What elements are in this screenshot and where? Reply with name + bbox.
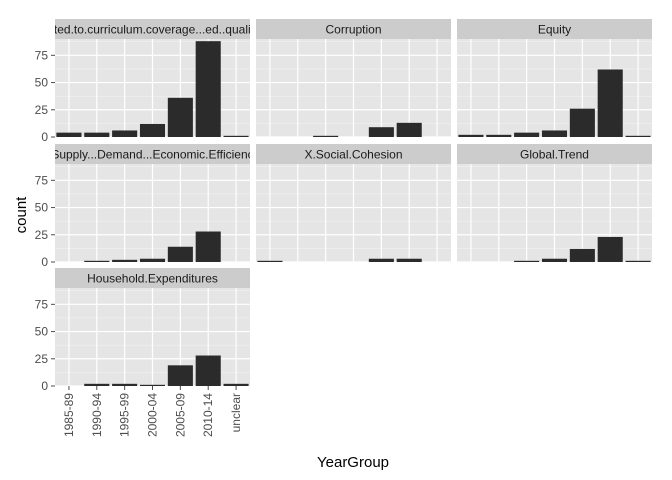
facet-title: X.Social.Cohesion: [304, 148, 402, 162]
x-tick-label-2010-14: 2010-14: [201, 393, 215, 437]
bar-1985-89: [257, 260, 283, 262]
bar-unclear: [625, 260, 651, 262]
bar-2005-09: [569, 108, 595, 137]
bar-unclear: [625, 135, 651, 137]
bar-1995-99: [112, 383, 138, 386]
facet-global-trend: Global.Trend: [457, 144, 652, 263]
facet-panels: Related.to.curriculum.coverage...ed..qua…: [29, 19, 652, 387]
bar-2000-04: [541, 130, 568, 137]
facet-title: Related.to.curriculum.coverage...ed..qua…: [29, 23, 276, 37]
y-tick-label: 50: [35, 76, 49, 90]
bar-2000-04: [139, 123, 166, 137]
y-tick-label: 0: [41, 130, 48, 144]
bar-2000-04: [139, 384, 166, 386]
bar-1990-94: [84, 383, 110, 386]
bar-1985-89: [56, 132, 82, 137]
facet-strip: [457, 19, 652, 39]
y-tick-label: 0: [41, 379, 48, 393]
facet-strip: [55, 144, 250, 164]
y-tick-label: 0: [41, 255, 48, 269]
bar-2005-09: [368, 127, 394, 137]
bar-2010-14: [396, 122, 422, 137]
bar-1995-99: [112, 130, 138, 137]
bar-2010-14: [597, 69, 623, 137]
bar-2010-14: [396, 258, 422, 262]
bar-2005-09: [569, 248, 595, 262]
bar-1995-99: [514, 132, 540, 137]
bar-1990-94: [84, 260, 110, 262]
facet-strip: [55, 19, 250, 39]
x-tick-label-1990-94: 1990-94: [90, 393, 104, 437]
bar-1995-99: [112, 259, 138, 262]
facet-x-social-cohesion: X.Social.Cohesion: [256, 144, 451, 263]
facet-corruption: Corruption: [256, 19, 451, 138]
y-axis-title: count: [13, 196, 30, 234]
bar-unclear: [223, 135, 249, 137]
x-tick-label-unclear: unclear: [229, 393, 243, 432]
bar-2010-14: [195, 41, 221, 137]
facet-equity: Equity: [457, 19, 652, 138]
y-tick-label: 50: [35, 325, 49, 339]
facet-household-expenditures: Household.Expenditures: [55, 268, 250, 387]
bar-2010-14: [195, 231, 221, 262]
facet-strip: [457, 144, 652, 164]
facet-title: Global.Trend: [520, 148, 589, 162]
facet-supply-demand-economic-efficienc: Supply...Demand...Economic.Efficienc: [51, 144, 253, 263]
x-tick-label-1995-99: 1995-99: [118, 393, 132, 437]
y-tick-label: 50: [35, 201, 49, 215]
x-axis-title: YearGroup: [317, 454, 389, 471]
facet-title: Corruption: [325, 23, 381, 37]
y-tick-label: 75: [35, 173, 49, 187]
x-tick-label-2000-04: 2000-04: [146, 393, 160, 437]
y-tick-label: 25: [35, 228, 49, 242]
y-tick-label: 75: [35, 48, 49, 62]
bar-1995-99: [313, 135, 339, 137]
bar-2000-04: [541, 258, 568, 262]
facet-title: Household.Expenditures: [87, 272, 218, 286]
facet-strip: [55, 268, 250, 288]
facet-title: Supply...Demand...Economic.Efficienc: [51, 148, 253, 162]
y-tick-label: 25: [35, 103, 49, 117]
x-axis: 1985-89 1990-94 1995-99 2000-04 2005-09 2010-…: [62, 386, 243, 437]
bar-2005-09: [167, 365, 193, 386]
facet-strip: [256, 144, 451, 164]
bar-unclear: [223, 383, 249, 386]
bar-2005-09: [368, 258, 394, 262]
bar-1995-99: [514, 260, 540, 262]
facet-related-to-curriculum-coverage-ed-quality-e: Related.to.curriculum.coverage...ed..qua…: [29, 19, 276, 138]
bar-1990-94: [84, 132, 110, 137]
bar-2010-14: [195, 355, 221, 386]
bar-2005-09: [167, 246, 193, 262]
y-tick-label: 25: [35, 352, 49, 366]
bar-2010-14: [597, 236, 623, 262]
x-tick-label-1985-89: 1985-89: [62, 393, 76, 437]
facet-strip: [256, 19, 451, 39]
y-tick-label: 75: [35, 297, 49, 311]
facet-title: Equity: [538, 23, 571, 37]
bar-1990-94: [486, 134, 512, 137]
y-axes: 0 25 50 75 0 25 50 75 0 25 50 75: [35, 48, 55, 393]
bar-2000-04: [139, 258, 166, 262]
x-tick-label-2005-09: 2005-09: [173, 393, 187, 437]
bar-1985-89: [458, 134, 484, 137]
bar-2005-09: [167, 97, 193, 137]
